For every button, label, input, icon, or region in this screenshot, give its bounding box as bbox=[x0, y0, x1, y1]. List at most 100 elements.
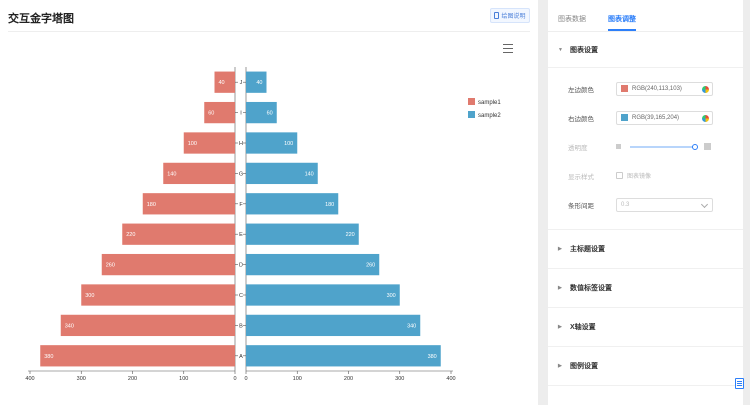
bar-right bbox=[246, 314, 421, 337]
bar-right bbox=[246, 345, 441, 367]
bar-right bbox=[246, 223, 359, 245]
left-color-field[interactable]: RGB(240,113,103) bbox=[616, 81, 713, 96]
bar-left bbox=[40, 345, 235, 367]
bar-right bbox=[246, 162, 318, 185]
bar-value-label: 100 bbox=[284, 141, 293, 147]
x-tick-label: 100 bbox=[293, 376, 302, 382]
bar-left bbox=[60, 314, 235, 337]
chart-settings-form: 左边颜色 RGB(240,113,103) 右边颜色 RGB(39,165,20… bbox=[548, 68, 743, 230]
x-tick-label: 200 bbox=[128, 376, 137, 382]
section-value-label-settings[interactable]: ▶ 数值标签设置 bbox=[548, 269, 743, 308]
legend-swatch bbox=[468, 98, 475, 105]
category-label: D bbox=[239, 263, 243, 269]
category-label: G bbox=[239, 171, 243, 177]
bar-value-label: 380 bbox=[428, 354, 437, 360]
document-icon bbox=[494, 12, 500, 19]
bar-left bbox=[163, 162, 235, 185]
bar-value-label: 220 bbox=[126, 232, 135, 238]
bar-left bbox=[81, 284, 235, 306]
opacity-min-icon bbox=[616, 144, 621, 149]
right-color-field[interactable]: RGB(39,165,204) bbox=[616, 110, 713, 125]
edit-document-icon bbox=[734, 377, 744, 389]
mirror-label: 图表镜像 bbox=[627, 174, 652, 180]
caret-right-icon: ▶ bbox=[558, 246, 562, 252]
mirror-checkbox[interactable]: 图表镜像 bbox=[616, 171, 651, 180]
bar-value-label: 100 bbox=[188, 141, 197, 147]
bar-value-label: 60 bbox=[208, 111, 214, 117]
legend-swatch bbox=[468, 111, 475, 118]
hamburger-menu-icon[interactable] bbox=[503, 44, 513, 53]
x-tick-label: 0 bbox=[233, 376, 236, 382]
left-color-value: RGB(240,113,103) bbox=[632, 85, 682, 92]
section-legend-settings[interactable]: ▶ 图例设置 bbox=[548, 347, 743, 386]
bar-value-label: 140 bbox=[305, 171, 314, 177]
help-button-label: 绘图说明 bbox=[501, 14, 526, 20]
panel-tabs: 图表数据 图表调整 bbox=[548, 0, 743, 32]
bar-value-label: 180 bbox=[147, 202, 156, 208]
bar-value-label: 40 bbox=[219, 80, 225, 86]
caret-right-icon: ▶ bbox=[558, 363, 562, 369]
x-tick-label: 400 bbox=[25, 376, 34, 382]
page-title: 交互金字塔图 bbox=[8, 13, 74, 25]
bar-left bbox=[122, 223, 235, 245]
left-color-label: 左边颜色 bbox=[568, 86, 594, 94]
right-color-swatch bbox=[621, 114, 628, 121]
opacity-row: 透明度 bbox=[548, 132, 743, 161]
bar-value-label: 340 bbox=[65, 323, 74, 329]
bar-right bbox=[246, 71, 267, 93]
bar-gap-value: 0.3 bbox=[621, 201, 630, 208]
category-label: I bbox=[240, 111, 242, 117]
edit-document-button[interactable] bbox=[733, 376, 745, 390]
right-color-row: 右边颜色 RGB(39,165,204) bbox=[548, 103, 743, 132]
x-tick-label: 200 bbox=[344, 376, 353, 382]
x-tick-label: 0 bbox=[244, 376, 247, 382]
display-style-label: 显示样式 bbox=[568, 173, 594, 181]
section-label: 数值标签设置 bbox=[570, 285, 612, 292]
chevron-down-icon bbox=[700, 200, 709, 208]
legend-label: sample2 bbox=[478, 113, 501, 119]
bar-gap-select[interactable]: 0.3 bbox=[616, 197, 713, 212]
tab-chart-data[interactable]: 图表数据 bbox=[558, 16, 586, 23]
section-chart-settings[interactable]: ▼ 图表设置 bbox=[548, 32, 743, 68]
opacity-thumb[interactable] bbox=[692, 143, 698, 150]
pyramid-chart: 400 300 200 100 0 0 100 200 300 400 380 380 A 340 340 B… bbox=[25, 67, 501, 382]
category-label: H bbox=[239, 141, 243, 147]
right-color-label: 右边颜色 bbox=[568, 115, 594, 123]
bar-gap-row: 条形间距 0.3 bbox=[548, 190, 743, 219]
x-tick-label: 300 bbox=[77, 376, 86, 382]
section-label: 图表设置 bbox=[570, 46, 598, 54]
help-button[interactable]: 绘图说明 bbox=[490, 8, 530, 23]
bar-left bbox=[214, 71, 235, 93]
settings-panel: 图表数据 图表调整 ▼ 图表设置 左边颜色 RGB(240,113,103) 右… bbox=[548, 0, 743, 405]
caret-down-icon: ▼ bbox=[558, 46, 563, 53]
tab-chart-adjust[interactable]: 图表调整 bbox=[608, 0, 636, 31]
color-picker-icon[interactable] bbox=[702, 114, 709, 122]
bar-left bbox=[101, 253, 235, 276]
opacity-slider[interactable] bbox=[616, 143, 711, 150]
opacity-track[interactable] bbox=[630, 143, 698, 150]
bar-left bbox=[183, 132, 235, 154]
color-picker-icon[interactable] bbox=[702, 85, 709, 93]
bar-value-label: 60 bbox=[267, 111, 273, 117]
x-tick-label: 400 bbox=[446, 376, 455, 382]
bar-left bbox=[204, 101, 235, 124]
checkbox-box[interactable] bbox=[616, 172, 623, 179]
bar-right bbox=[246, 101, 277, 124]
bar-value-label: 380 bbox=[44, 354, 53, 360]
category-label: C bbox=[239, 293, 243, 299]
bar-left bbox=[142, 193, 235, 215]
legend-label: sample1 bbox=[478, 100, 501, 106]
bar-value-label: 300 bbox=[387, 293, 396, 299]
header-divider bbox=[8, 31, 530, 32]
caret-right-icon: ▶ bbox=[558, 324, 562, 330]
x-tick-label: 300 bbox=[395, 376, 404, 382]
x-tick-label: 100 bbox=[179, 376, 188, 382]
category-label: J bbox=[240, 80, 243, 86]
category-label: B bbox=[239, 323, 243, 329]
section-x-axis-settings[interactable]: ▶ X轴设置 bbox=[548, 308, 743, 347]
opacity-max-icon bbox=[704, 143, 711, 150]
bar-value-label: 300 bbox=[85, 293, 94, 299]
category-label: F bbox=[239, 202, 243, 208]
section-title-settings[interactable]: ▶ 主标题设置 bbox=[548, 230, 743, 269]
